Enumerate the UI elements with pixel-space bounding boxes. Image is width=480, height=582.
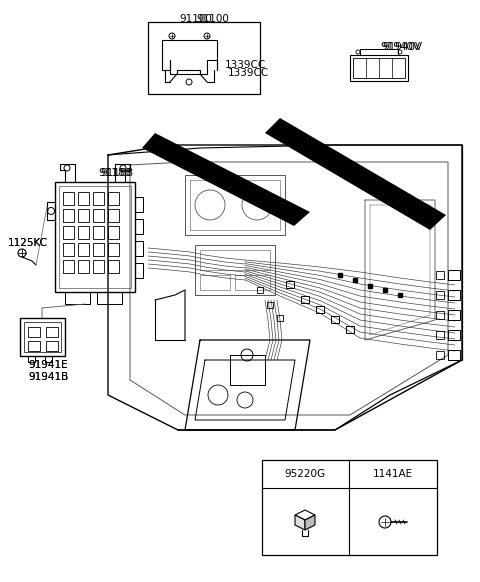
Text: 91100: 91100 bbox=[180, 14, 213, 24]
Bar bbox=[20, 318, 65, 356]
Bar bbox=[135, 197, 143, 212]
Bar bbox=[135, 263, 143, 278]
Bar bbox=[24, 322, 61, 352]
Text: 91188: 91188 bbox=[98, 168, 131, 178]
Bar bbox=[108, 243, 119, 256]
Bar bbox=[448, 330, 460, 340]
Polygon shape bbox=[295, 515, 305, 530]
Bar bbox=[436, 351, 444, 359]
Bar bbox=[448, 350, 460, 360]
Bar bbox=[235, 275, 270, 290]
Bar bbox=[262, 460, 437, 555]
Polygon shape bbox=[305, 515, 315, 530]
Bar bbox=[436, 331, 444, 339]
Bar bbox=[286, 281, 294, 288]
Bar bbox=[436, 311, 444, 319]
Polygon shape bbox=[142, 133, 310, 226]
Bar bbox=[93, 209, 104, 222]
Text: 1125KC: 1125KC bbox=[8, 238, 48, 248]
Bar bbox=[230, 355, 265, 385]
Bar bbox=[316, 306, 324, 313]
Bar bbox=[108, 209, 119, 222]
Bar bbox=[436, 291, 444, 299]
Text: 1339CC: 1339CC bbox=[225, 60, 266, 70]
Bar bbox=[135, 219, 143, 234]
Bar bbox=[108, 226, 119, 239]
Text: 1339CC: 1339CC bbox=[228, 68, 269, 78]
Text: 1141AE: 1141AE bbox=[373, 469, 413, 479]
Bar bbox=[63, 243, 74, 256]
Polygon shape bbox=[295, 510, 315, 520]
Text: 91941B: 91941B bbox=[28, 372, 68, 382]
Bar bbox=[135, 241, 143, 256]
Bar bbox=[78, 243, 89, 256]
Bar bbox=[108, 192, 119, 205]
Bar bbox=[59, 186, 131, 288]
Bar bbox=[195, 245, 275, 295]
Bar bbox=[148, 22, 260, 94]
Bar bbox=[448, 290, 460, 300]
Bar bbox=[93, 260, 104, 273]
Bar bbox=[93, 243, 104, 256]
Bar bbox=[93, 192, 104, 205]
Bar bbox=[65, 292, 90, 304]
Bar bbox=[93, 226, 104, 239]
Bar bbox=[108, 260, 119, 273]
Bar bbox=[78, 226, 89, 239]
Bar bbox=[46, 327, 58, 337]
Bar bbox=[63, 260, 74, 273]
Bar bbox=[257, 287, 263, 293]
Bar bbox=[331, 316, 339, 323]
Bar bbox=[78, 192, 89, 205]
Bar bbox=[78, 260, 89, 273]
Bar bbox=[350, 55, 408, 81]
Bar bbox=[267, 302, 273, 308]
Bar bbox=[63, 192, 74, 205]
Bar bbox=[63, 209, 74, 222]
Bar bbox=[55, 182, 135, 292]
Bar bbox=[28, 341, 40, 351]
Text: 91941E: 91941E bbox=[28, 360, 68, 370]
Polygon shape bbox=[265, 118, 446, 230]
Text: 95220G: 95220G bbox=[285, 469, 325, 479]
Bar bbox=[277, 315, 283, 321]
Bar bbox=[97, 292, 122, 304]
Bar bbox=[448, 270, 460, 280]
Bar bbox=[185, 175, 285, 235]
Bar bbox=[78, 209, 89, 222]
Text: 91940V: 91940V bbox=[382, 42, 422, 52]
Text: 1125KC: 1125KC bbox=[8, 238, 48, 248]
Bar bbox=[301, 296, 309, 303]
Bar bbox=[46, 341, 58, 351]
Bar bbox=[200, 250, 270, 270]
Text: 91941E: 91941E bbox=[28, 360, 68, 370]
Text: 91941B: 91941B bbox=[28, 372, 68, 382]
Text: 91940V: 91940V bbox=[380, 42, 420, 52]
Bar bbox=[200, 275, 230, 290]
Bar bbox=[436, 271, 444, 279]
Bar bbox=[353, 58, 405, 78]
Bar bbox=[63, 226, 74, 239]
Bar bbox=[28, 327, 40, 337]
Bar bbox=[448, 310, 460, 320]
Text: 91188: 91188 bbox=[100, 168, 133, 178]
Bar bbox=[190, 180, 280, 230]
Bar bbox=[346, 326, 354, 333]
Text: 91100: 91100 bbox=[196, 14, 229, 24]
